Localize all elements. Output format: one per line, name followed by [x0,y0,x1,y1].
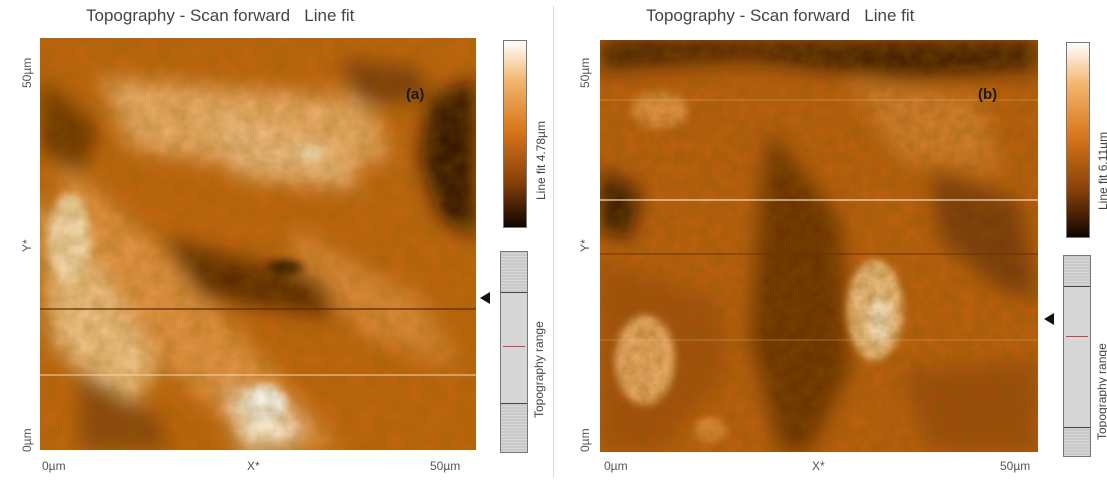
panel-a-y-axis-label: Y* [20,239,34,252]
panel-a-title: Topography - Scan forward Line fit [86,6,355,25]
panel-divider [553,6,554,478]
panel-b-colorbar-label: Line fit 6.11µm [1096,131,1107,210]
panel-a-y-top-label: 50µm [20,57,34,88]
panel-a-topography-image: (a) [40,38,476,450]
panel-b-x-left-label: 0µm [604,459,628,473]
panel-a-x-right-label: 50µm [430,459,461,473]
panel-b-title: Topography - Scan forward Line fit [646,6,915,25]
panel-b-colorbar [1066,42,1090,238]
panel-a-range-slider[interactable] [500,251,528,453]
panel-b-label: (b) [978,86,998,103]
panel-b-y-axis-label: Y* [578,239,592,252]
panel-a-range-center-line [503,346,525,347]
panel-b-x-right-label: 50µm [1000,459,1031,473]
panel-a-colorbar [503,40,527,228]
panel-b-y-bottom-label: 0µm [578,428,592,452]
afm-panel-b: Topography - Scan forward Line fit 50µm … [560,0,1107,483]
panel-a-x-axis-label: X* [247,459,260,473]
panel-b-y-top-label: 50µm [578,57,592,88]
panel-b-range-window[interactable] [1064,286,1090,428]
panel-b-range-marker-icon[interactable] [1044,313,1054,325]
afm-panel-a: Topography - Scan forward Line fit 50µm … [0,0,548,483]
panel-b-range-slider[interactable] [1063,255,1091,457]
panel-a-colorbar-label: Line fit 4.78µm [534,121,548,200]
panel-a-y-bottom-label: 0µm [20,428,34,452]
panel-a-x-left-label: 0µm [42,459,66,473]
panel-b-x-axis-label: X* [812,459,825,473]
panel-b-range-center-line [1066,336,1088,337]
panel-b-range-label: Topography range [1095,343,1107,440]
panel-a-range-marker-icon[interactable] [480,292,490,304]
panel-a-range-label: Topography range [532,321,546,418]
panel-a-label: (a) [406,86,425,103]
panel-a-range-window[interactable] [501,292,527,404]
panel-b-topography-image: (b) [600,40,1038,452]
